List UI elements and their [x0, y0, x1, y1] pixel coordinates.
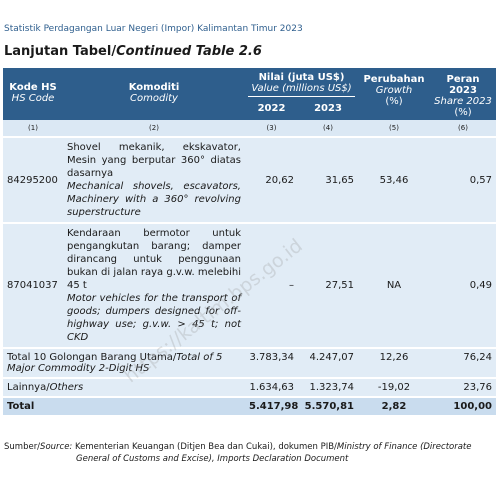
commodity-id: Shovel mekanik, ekskavator, Mesin yang b… — [67, 142, 241, 179]
table-title: Lanjutan Tabel/Continued Table 2.6 — [4, 44, 262, 59]
header-text: Perubahan — [363, 74, 425, 85]
total-growth: 2,82 — [358, 397, 430, 417]
growth: NA — [358, 223, 430, 349]
header-text-en: Value (millions US$) — [248, 83, 355, 97]
footnote-label: Sumber/ — [4, 442, 41, 452]
value-v2022: 3.783,34 — [245, 348, 298, 379]
title-main: Lanjutan Tabel/ — [4, 44, 117, 59]
total-v2022: 5.417,98 — [245, 397, 298, 417]
growth: -19,02 — [358, 378, 430, 398]
summary-row: Lainnya/Others 1.634,63 1.323,74 -19,02 23,7… — [3, 378, 496, 398]
value-v2022: 20,62 — [245, 137, 298, 224]
value-v2023: 27,51 — [298, 223, 358, 349]
numbering-cell: (2) — [63, 120, 245, 138]
summary-label-id: Lainnya/ — [7, 382, 50, 393]
commodity-row: 84295200 Shovel mekanik, ekskavator, Mesi… — [3, 137, 496, 224]
value-v2023: 31,65 — [298, 137, 358, 224]
share: 76,24 — [430, 348, 496, 379]
total-row: Total 5.417,98 5.570,81 2,82 100,00 — [3, 397, 496, 417]
numbering-cell: (3) — [245, 120, 298, 138]
table-head: Kode HS HS Code Komoditi Comodity Nilai (j… — [3, 68, 496, 120]
header-text: Nilai (juta US$) — [258, 72, 345, 83]
growth: 53,46 — [358, 137, 430, 224]
value-v2022: 1.634,63 — [245, 378, 298, 398]
value-v2023: 1.323,74 — [298, 378, 358, 398]
header-text: Kode HS — [9, 82, 57, 93]
header-cell: 2022 — [245, 99, 298, 120]
header-text-en: HS Code — [11, 93, 55, 104]
total-label: Total — [3, 397, 245, 417]
total-v2023: 5.570,81 — [298, 397, 358, 417]
footnote-text: Kementerian Keuangan (Ditjen Bea dan Cuk… — [72, 442, 337, 452]
numbering-row: (1) (2) (3) (4) (5) (6) — [3, 120, 496, 138]
running-title: Statistik Perdagangan Luar Negeri (Impor… — [4, 24, 303, 34]
data-table: Kode HS HS Code Komoditi Comodity Nilai (j… — [3, 68, 496, 417]
numbering-cell: (4) — [298, 120, 358, 138]
summary-label-en: Total of 5 Major Commodity 2-Digit HS — [7, 352, 223, 374]
numbering-cell: (6) — [430, 120, 496, 138]
header-cell: Kode HS HS Code — [3, 68, 63, 120]
hs-code: 87041037 — [3, 223, 63, 349]
footnote: Sumber/Source: Kementerian Keuangan (Dit… — [4, 441, 474, 465]
commodity: Kendaraan bermotor untuk pengangkutan ba… — [63, 223, 245, 349]
total-share: 100,00 — [430, 397, 496, 417]
commodity: Shovel mekanik, ekskavator, Mesin yang b… — [63, 137, 245, 224]
commodity-en: Mechanical shovels, escavators, Machiner… — [67, 181, 241, 218]
share: 23,76 — [430, 378, 496, 398]
value-v2023: 4.247,07 — [298, 348, 358, 379]
header-cell: 2023 — [298, 99, 358, 120]
footnote-label-en: Source: — [40, 442, 73, 452]
summary-row: Total 10 Golongan Barang Utama/Total of … — [3, 348, 496, 379]
header-row: Kode HS HS Code Komoditi Comodity Nilai (j… — [3, 68, 496, 120]
commodity-row: 87041037 Kendaraan bermotor untuk pengang… — [3, 223, 496, 349]
numbering-cell: (1) — [3, 120, 63, 138]
commodity-en: Motor vehicles for the transport of good… — [67, 293, 241, 343]
header-cell: Peran 2023 Share 2023 (%) — [430, 68, 496, 120]
header-row: 2022 2023 — [3, 99, 496, 120]
share: 0,57 — [430, 137, 496, 224]
header-text-en: Share 2023 — [434, 96, 492, 107]
commodity-id: Kendaraan bermotor untuk pengangkutan ba… — [67, 228, 241, 291]
header-cell: Perubahan Growth (%) — [358, 68, 430, 120]
summary-label-en: Others — [49, 382, 84, 393]
header-unit: (%) — [454, 107, 472, 118]
header-text-en: Comodity — [130, 93, 178, 104]
summary-label-id: Total 10 Golongan Barang Utama/ — [7, 352, 177, 363]
growth: 12,26 — [358, 348, 430, 379]
footnote-text-en: Ministry of Finance (Directorate General… — [76, 442, 472, 464]
share: 0,49 — [430, 223, 496, 349]
title-italic: Continued Table 2.6 — [116, 44, 262, 59]
header-text: Peran 2023 — [446, 74, 480, 96]
summary-label: Total 10 Golongan Barang Utama/Total of … — [3, 348, 245, 379]
numbering-cell: (5) — [358, 120, 430, 138]
header-text: Komoditi — [128, 82, 180, 93]
hs-code: 84295200 — [3, 137, 63, 224]
value-v2022: – — [245, 223, 298, 349]
table-body: (1) (2) (3) (4) (5) (6) 84295200 Shovel mekanik… — [3, 120, 496, 417]
header-unit: (%) — [385, 96, 403, 107]
header-cell: Komoditi Comodity — [63, 68, 245, 120]
header-text-en: Growth — [375, 85, 413, 96]
summary-label: Lainnya/Others — [3, 378, 245, 398]
header-cell: Nilai (juta US$) Value (millions US$) — [245, 68, 358, 100]
